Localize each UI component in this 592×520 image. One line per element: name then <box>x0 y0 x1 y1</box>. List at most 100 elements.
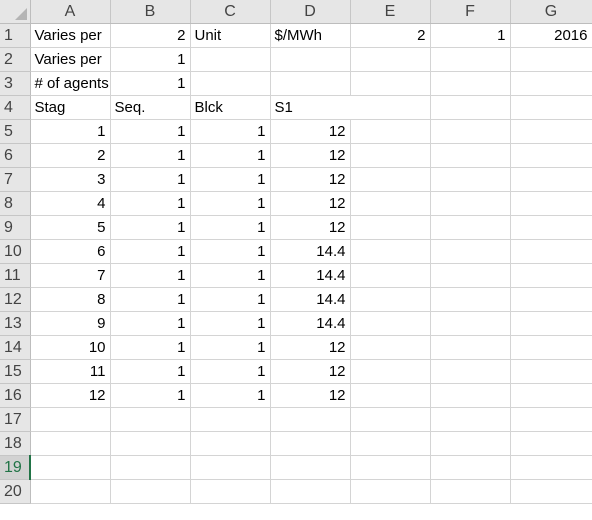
cell-b2[interactable]: 1 <box>110 47 191 72</box>
cell-f11[interactable] <box>430 263 511 288</box>
cell-c12[interactable]: 1 <box>190 287 271 312</box>
row-header-13[interactable]: 13 <box>0 311 31 336</box>
cell-e11[interactable] <box>350 263 431 288</box>
cell-f13[interactable] <box>430 311 511 336</box>
cell-f19[interactable] <box>430 455 511 480</box>
cell-a2[interactable]: Varies per <box>30 47 111 72</box>
column-header-e[interactable]: E <box>350 0 431 24</box>
cell-b17[interactable] <box>110 407 191 432</box>
cell-b13[interactable]: 1 <box>110 311 191 336</box>
cell-g7[interactable] <box>510 167 592 192</box>
cell-d16[interactable]: 12 <box>270 383 351 408</box>
cell-b16[interactable]: 1 <box>110 383 191 408</box>
cell-c1[interactable]: Unit <box>190 23 271 48</box>
row-header-9[interactable]: 9 <box>0 215 31 240</box>
cell-f20[interactable] <box>430 479 511 504</box>
cell-f10[interactable] <box>430 239 511 264</box>
cell-c7[interactable]: 1 <box>190 167 271 192</box>
column-header-a[interactable]: A <box>30 0 111 24</box>
cell-e1[interactable]: 2 <box>350 23 431 48</box>
cell-d3[interactable] <box>270 71 351 96</box>
cell-c10[interactable]: 1 <box>190 239 271 264</box>
cell-a3[interactable]: # of agents <box>30 71 111 96</box>
cell-b11[interactable]: 1 <box>110 263 191 288</box>
cell-d8[interactable]: 12 <box>270 191 351 216</box>
column-header-d[interactable]: D <box>270 0 351 24</box>
cell-a14[interactable]: 10 <box>30 335 111 360</box>
cell-g19[interactable] <box>510 455 592 480</box>
column-header-c[interactable]: C <box>190 0 271 24</box>
cell-b15[interactable]: 1 <box>110 359 191 384</box>
cell-g2[interactable] <box>510 47 592 72</box>
cell-a16[interactable]: 12 <box>30 383 111 408</box>
cell-d10[interactable]: 14.4 <box>270 239 351 264</box>
row-header-2[interactable]: 2 <box>0 47 31 72</box>
row-header-17[interactable]: 17 <box>0 407 31 432</box>
cell-e18[interactable] <box>350 431 431 456</box>
row-header-11[interactable]: 11 <box>0 263 31 288</box>
cell-e6[interactable] <box>350 143 431 168</box>
cell-a7[interactable]: 3 <box>30 167 111 192</box>
cell-e2[interactable] <box>350 47 431 72</box>
cell-d7[interactable]: 12 <box>270 167 351 192</box>
row-header-20[interactable]: 20 <box>0 479 31 504</box>
column-header-b[interactable]: B <box>110 0 191 24</box>
cell-b8[interactable]: 1 <box>110 191 191 216</box>
row-header-18[interactable]: 18 <box>0 431 31 456</box>
row-header-6[interactable]: 6 <box>0 143 31 168</box>
cell-b9[interactable]: 1 <box>110 215 191 240</box>
cell-g6[interactable] <box>510 143 592 168</box>
cell-a1[interactable]: Varies per <box>30 23 111 48</box>
select-all-corner[interactable] <box>0 0 31 24</box>
cell-c15[interactable]: 1 <box>190 359 271 384</box>
cell-d13[interactable]: 14.4 <box>270 311 351 336</box>
cell-f5[interactable] <box>430 119 511 144</box>
cell-a6[interactable]: 2 <box>30 143 111 168</box>
cell-b14[interactable]: 1 <box>110 335 191 360</box>
cell-c4[interactable]: Blck <box>190 95 271 120</box>
cell-f6[interactable] <box>430 143 511 168</box>
cell-e4[interactable] <box>350 95 431 120</box>
cell-g16[interactable] <box>510 383 592 408</box>
cell-c17[interactable] <box>190 407 271 432</box>
cell-b10[interactable]: 1 <box>110 239 191 264</box>
cell-g8[interactable] <box>510 191 592 216</box>
cell-d11[interactable]: 14.4 <box>270 263 351 288</box>
cell-a4[interactable]: Stag <box>30 95 111 120</box>
cell-d9[interactable]: 12 <box>270 215 351 240</box>
row-header-15[interactable]: 15 <box>0 359 31 384</box>
column-header-f[interactable]: F <box>430 0 511 24</box>
cell-d17[interactable] <box>270 407 351 432</box>
cell-e8[interactable] <box>350 191 431 216</box>
cell-c19[interactable] <box>190 455 271 480</box>
cell-f8[interactable] <box>430 191 511 216</box>
cell-g12[interactable] <box>510 287 592 312</box>
cell-f9[interactable] <box>430 215 511 240</box>
cell-a12[interactable]: 8 <box>30 287 111 312</box>
cell-e9[interactable] <box>350 215 431 240</box>
cell-e3[interactable] <box>350 71 431 96</box>
cell-e10[interactable] <box>350 239 431 264</box>
cell-b19[interactable] <box>110 455 191 480</box>
row-header-7[interactable]: 7 <box>0 167 31 192</box>
cell-g17[interactable] <box>510 407 592 432</box>
cell-e17[interactable] <box>350 407 431 432</box>
cell-g1[interactable]: 2016 <box>510 23 592 48</box>
cell-e12[interactable] <box>350 287 431 312</box>
cell-e20[interactable] <box>350 479 431 504</box>
cell-g9[interactable] <box>510 215 592 240</box>
cell-d15[interactable]: 12 <box>270 359 351 384</box>
cell-g15[interactable] <box>510 359 592 384</box>
cell-d4[interactable]: S1 <box>270 95 350 120</box>
cell-a10[interactable]: 6 <box>30 239 111 264</box>
cell-b18[interactable] <box>110 431 191 456</box>
cell-a13[interactable]: 9 <box>30 311 111 336</box>
cell-b6[interactable]: 1 <box>110 143 191 168</box>
cell-f1[interactable]: 1 <box>430 23 511 48</box>
row-header-8[interactable]: 8 <box>0 191 31 216</box>
cell-f15[interactable] <box>430 359 511 384</box>
cell-a18[interactable] <box>30 431 111 456</box>
cell-a20[interactable] <box>30 479 111 504</box>
cell-g13[interactable] <box>510 311 592 336</box>
cell-f4[interactable] <box>430 95 511 120</box>
